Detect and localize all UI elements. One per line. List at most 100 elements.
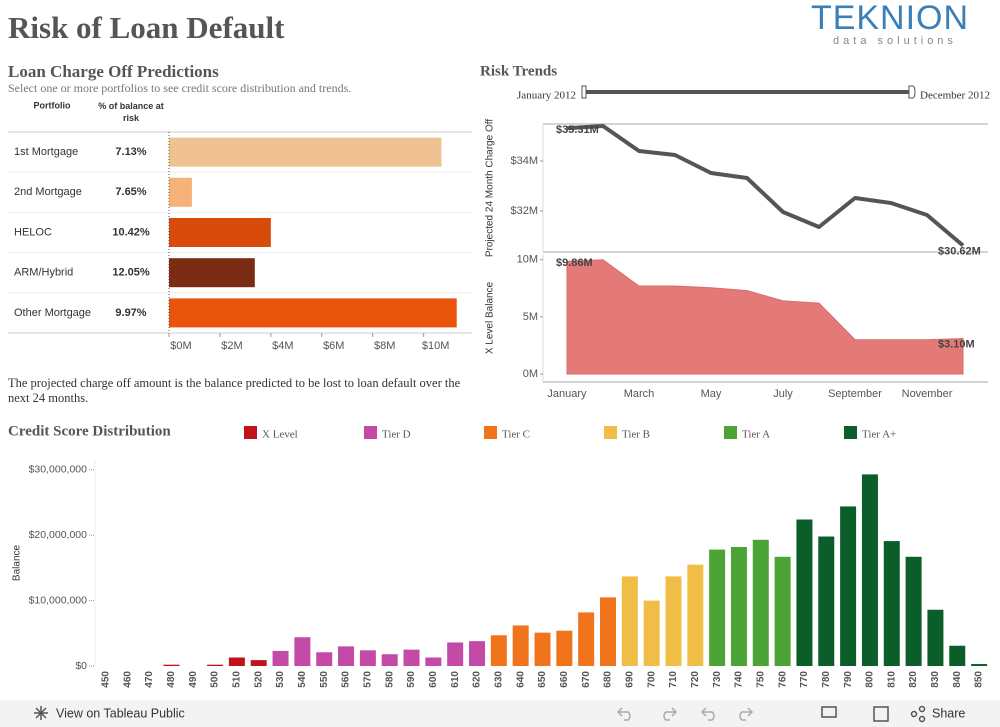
bar[interactable] — [169, 298, 457, 328]
y-axis-title: Balance — [12, 544, 23, 581]
x-tick-label: 630 — [493, 671, 504, 688]
bar[interactable] — [818, 536, 835, 666]
legend-label[interactable]: Tier C — [502, 429, 530, 441]
logo: TEKNION — [811, 0, 969, 37]
y-tick-label: $0 — [75, 660, 87, 672]
bar[interactable] — [381, 654, 398, 666]
x-tick-label: 460 — [122, 671, 133, 688]
x-tick-label: 700 — [646, 671, 657, 688]
bar[interactable] — [359, 650, 376, 666]
x-tick-label: 570 — [363, 671, 374, 688]
view-link[interactable]: View on Tableau Public — [56, 706, 185, 720]
bar[interactable] — [403, 649, 420, 666]
bar[interactable] — [163, 664, 180, 666]
bar[interactable] — [796, 519, 813, 666]
bar[interactable] — [272, 650, 289, 666]
x-tick-label: January — [547, 388, 587, 400]
bar[interactable] — [971, 664, 988, 666]
bar[interactable] — [643, 600, 660, 666]
x-tick-label: 760 — [777, 671, 788, 688]
x-tick-label: 500 — [210, 671, 221, 688]
bar[interactable] — [490, 635, 507, 666]
x-tick-label: 660 — [559, 671, 570, 688]
bar[interactable] — [512, 625, 529, 666]
legend-swatch[interactable] — [724, 426, 737, 439]
legend-label[interactable]: Tier B — [622, 429, 650, 441]
bar[interactable] — [338, 646, 355, 666]
x-tick-label: 560 — [341, 671, 352, 688]
x-tick-label: 620 — [472, 671, 483, 688]
bar[interactable] — [949, 645, 966, 666]
slider-handle[interactable] — [908, 85, 916, 99]
y-axis-title: X Level Balance — [485, 281, 496, 354]
bar[interactable] — [228, 657, 245, 666]
tableau-icon[interactable] — [34, 706, 48, 720]
bar[interactable] — [316, 652, 333, 666]
bar[interactable] — [469, 641, 486, 666]
bar[interactable] — [927, 609, 944, 666]
bar[interactable] — [447, 642, 464, 666]
at-risk-label: 9.97% — [115, 307, 146, 319]
legend-label[interactable]: Tier A — [742, 429, 770, 441]
legend-swatch[interactable] — [364, 426, 377, 439]
bar[interactable] — [534, 632, 551, 666]
x-tick-label: May — [701, 388, 722, 400]
x-tick-label: 490 — [188, 671, 199, 688]
share-button[interactable]: Share — [932, 706, 965, 720]
bar[interactable] — [599, 597, 616, 666]
bar[interactable] — [774, 556, 791, 666]
x-tick-label: $0M — [170, 340, 191, 352]
bar[interactable] — [556, 630, 573, 666]
at-risk-label: 7.13% — [115, 146, 146, 158]
category-label: 2nd Mortgage — [14, 186, 82, 198]
x-tick-label: 580 — [384, 671, 395, 688]
bar[interactable] — [709, 549, 726, 666]
legend-swatch[interactable] — [844, 426, 857, 439]
bar[interactable] — [250, 660, 267, 666]
bar[interactable] — [169, 177, 192, 207]
x-tick-label: 590 — [406, 671, 417, 688]
x-tick-label: 450 — [101, 671, 112, 688]
x-tick-label: November — [902, 388, 953, 400]
legend-label[interactable]: Tier D — [382, 429, 411, 441]
bar[interactable] — [169, 258, 255, 288]
x-tick-label: 690 — [624, 671, 635, 688]
legend-swatch[interactable] — [484, 426, 497, 439]
toolbar-icons[interactable] — [616, 705, 926, 723]
legend-label[interactable]: Tier A+ — [862, 429, 896, 441]
legend-swatch[interactable] — [604, 426, 617, 439]
bar[interactable] — [905, 556, 922, 666]
x-tick-label: 610 — [450, 671, 461, 688]
x-tick-label: 790 — [843, 671, 854, 688]
bar[interactable] — [861, 474, 878, 666]
legend-label[interactable]: X Level — [262, 429, 298, 441]
category-label: HELOC — [14, 226, 52, 238]
bar[interactable] — [425, 657, 442, 666]
bar[interactable] — [169, 218, 271, 247]
bar[interactable] — [665, 576, 682, 666]
bar[interactable] — [883, 541, 900, 666]
legend-swatch[interactable] — [244, 426, 257, 439]
x-tick-label: $4M — [272, 340, 293, 352]
x-tick-label: March — [624, 388, 655, 400]
bar[interactable] — [294, 637, 311, 666]
column-header-text: % of balance at risk — [98, 101, 164, 123]
x-tick-label: 520 — [253, 671, 264, 688]
bar[interactable] — [840, 506, 857, 666]
value-label: $30.62M — [938, 245, 981, 257]
x-tick-label: 800 — [865, 671, 876, 688]
area — [566, 259, 964, 375]
category-label: ARM/Hybrid — [14, 267, 73, 279]
bar[interactable] — [687, 564, 704, 666]
range-end: December 2012 — [920, 90, 990, 102]
bar[interactable] — [169, 137, 442, 167]
slider-handle[interactable] — [581, 85, 587, 99]
column-header: Portfolio — [34, 100, 71, 110]
x-tick-label: $6M — [323, 340, 344, 352]
bar[interactable] — [578, 612, 595, 666]
bar[interactable] — [752, 539, 769, 666]
bar[interactable] — [621, 576, 638, 666]
x-tick-label: 740 — [734, 671, 745, 688]
bar[interactable] — [207, 664, 224, 666]
bar[interactable] — [730, 546, 747, 666]
